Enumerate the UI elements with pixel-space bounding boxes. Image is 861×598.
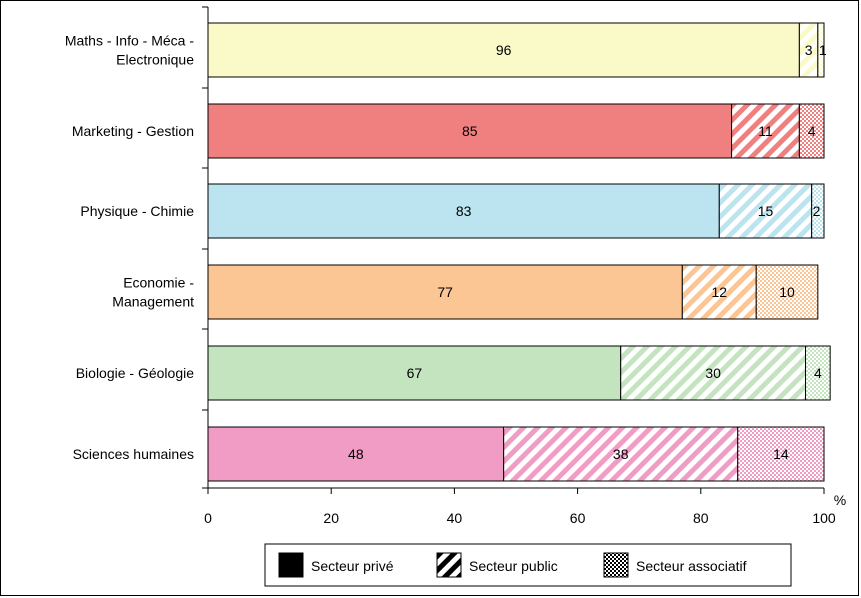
x-tick-label: 80 [693,510,709,526]
data-label: 11 [758,123,773,139]
data-label: 67 [407,365,423,381]
bar-segment [798,103,825,159]
data-label: 4 [808,123,816,139]
bar-segment [805,345,831,401]
x-tick-label: 60 [570,510,586,526]
bar-segment [207,22,800,78]
data-label: 1 [819,42,827,58]
category-label: Physique - Chimie [80,203,194,219]
data-label: 83 [456,203,472,219]
category-label: Economie -Management [112,275,194,310]
x-tick-label: 20 [323,510,339,526]
data-label: 4 [814,365,822,381]
legend-swatch [278,552,304,578]
x-tick-label: 40 [447,510,463,526]
data-label: 48 [348,446,364,462]
bar-segment [207,345,622,401]
bar-segment [811,183,825,239]
plot-area: 0 20 40 60 80 100% Maths - Info - Méca -Electr… [65,6,846,526]
bar-segment [681,264,757,320]
data-label: 15 [758,203,774,219]
category-label: Maths - Info - Méca -Electronique [65,33,194,68]
x-tick-label: 0 [204,510,212,526]
data-label: 96 [496,42,512,58]
legend-label: Secteur public [469,558,558,574]
legend-label: Secteur privé [311,558,394,574]
bar-segment [755,264,819,320]
bar-segment [503,426,739,482]
data-label: 38 [613,446,629,462]
category-label: Marketing - Gestion [72,123,194,139]
bar-segment [817,22,825,78]
data-label: 2 [813,203,821,219]
bar-segment [620,345,807,401]
data-label: 77 [437,284,453,300]
legend-swatch [603,552,629,578]
data-label: 85 [462,123,478,139]
data-label: 14 [773,446,789,462]
x-tick-label: 100 [812,510,836,526]
bar-segment [718,183,813,239]
data-label: 30 [705,365,721,381]
bar-segment [731,103,800,159]
category-label: Biologie - Géologie [76,365,195,381]
bar-segment [207,264,683,320]
data-label: 3 [805,42,813,58]
legend-label: Secteur associatif [636,558,747,574]
bar-segment [207,426,505,482]
legend-box [264,543,792,587]
legend: Secteur privé Secteur public Secteur assoc… [264,543,792,587]
data-label: 10 [779,284,795,300]
data-label: 12 [711,284,727,300]
legend-swatch [436,552,462,578]
bar-segment [207,183,720,239]
x-axis-unit: % [834,492,846,508]
category-label: Sciences humaines [73,446,194,462]
bar-segment [737,426,825,482]
